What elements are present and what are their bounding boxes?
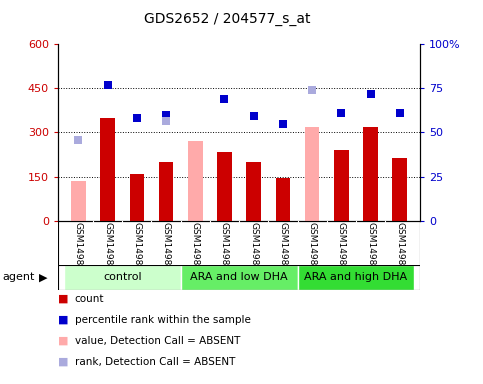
Bar [129,174,144,221]
Text: percentile rank within the sample: percentile rank within the sample [75,315,251,325]
Text: GSM149879: GSM149879 [191,222,200,277]
Text: GSM149884: GSM149884 [337,222,346,277]
Text: control: control [103,272,142,283]
Text: GDS2652 / 204577_s_at: GDS2652 / 204577_s_at [144,12,310,25]
Text: GSM149880: GSM149880 [220,222,229,277]
Text: ARA and low DHA: ARA and low DHA [190,272,288,283]
Bar [217,152,232,221]
Text: GSM149875: GSM149875 [74,222,83,277]
Text: ■: ■ [58,357,69,367]
Bar [305,127,319,221]
Text: value, Detection Call = ABSENT: value, Detection Call = ABSENT [75,336,240,346]
Text: GSM149881: GSM149881 [249,222,258,277]
Bar [71,181,85,221]
Bar [188,141,202,221]
Text: ▶: ▶ [39,272,47,283]
Bar [298,265,414,290]
Text: count: count [75,294,104,304]
Text: GSM149878: GSM149878 [161,222,170,277]
Bar [159,162,173,221]
Text: GSM149883: GSM149883 [308,222,317,277]
Bar [100,118,115,221]
Text: GSM149886: GSM149886 [395,222,404,277]
Bar [64,265,181,290]
Text: GSM149882: GSM149882 [278,222,287,277]
Text: ■: ■ [58,294,69,304]
Text: GSM149885: GSM149885 [366,222,375,277]
Text: GSM149877: GSM149877 [132,222,142,277]
Bar [246,162,261,221]
Bar [181,265,298,290]
Text: ■: ■ [58,336,69,346]
Bar [276,178,290,221]
Text: ARA and high DHA: ARA and high DHA [304,272,408,283]
Text: agent: agent [2,272,35,283]
Text: GSM149876: GSM149876 [103,222,112,277]
Bar [393,157,407,221]
Bar [334,150,349,221]
Bar [363,127,378,221]
Text: rank, Detection Call = ABSENT: rank, Detection Call = ABSENT [75,357,235,367]
Text: ■: ■ [58,315,69,325]
